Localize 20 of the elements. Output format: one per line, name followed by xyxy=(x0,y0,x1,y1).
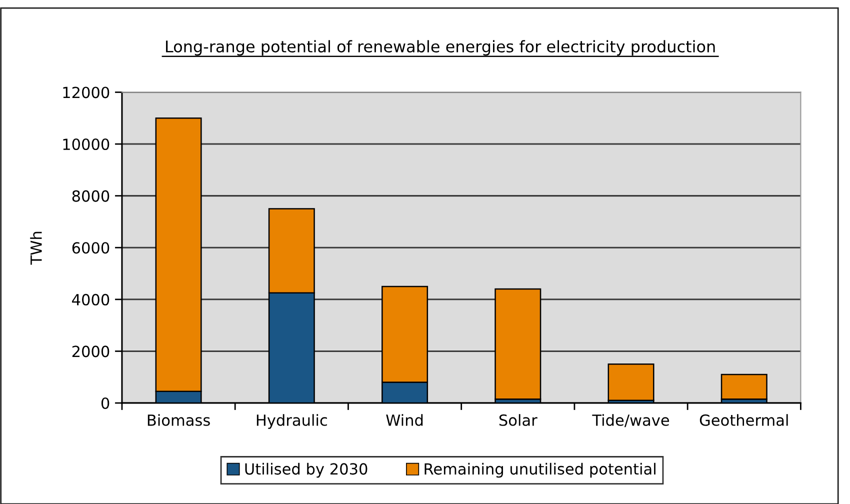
x-tick-label: Biomass xyxy=(148,414,210,426)
y-tick-label: 0 xyxy=(101,397,110,410)
x-tick-label: Wind xyxy=(386,414,423,426)
y-tick-label: 6000 xyxy=(72,242,110,254)
bar xyxy=(494,288,542,400)
y-tick-label: 2000 xyxy=(72,346,110,358)
x-tick-label: Solar xyxy=(499,414,538,426)
y-tick-label: 4000 xyxy=(72,294,110,306)
x-tick-label: Geothermal xyxy=(700,414,788,426)
legend-label: Remaining unutilised potential xyxy=(424,462,656,478)
y-tick-label: 12000 xyxy=(63,86,110,98)
chart-title: Long-range potential of renewable energies for electricity production xyxy=(166,40,715,56)
legend-label: Utilised by 2030 xyxy=(245,462,368,478)
x-tick-label: Tide/wave xyxy=(592,414,670,428)
y-axis-title: TWh xyxy=(30,232,42,265)
y-tick-label: 8000 xyxy=(72,190,110,202)
y-tick-label: 10000 xyxy=(63,138,110,150)
x-tick-label: Hydraulic xyxy=(256,414,327,429)
bar xyxy=(720,374,768,400)
bar xyxy=(608,364,654,402)
